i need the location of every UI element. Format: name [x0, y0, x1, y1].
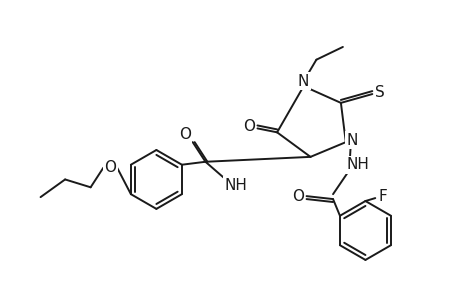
Text: NH: NH — [346, 157, 368, 172]
Text: O: O — [179, 127, 190, 142]
Text: O: O — [242, 119, 254, 134]
Text: O: O — [104, 160, 116, 175]
Text: N: N — [297, 74, 308, 89]
Text: O: O — [291, 189, 303, 204]
Text: N: N — [346, 133, 358, 148]
Text: F: F — [378, 189, 386, 204]
Text: S: S — [375, 85, 384, 100]
Text: NH: NH — [224, 178, 247, 193]
